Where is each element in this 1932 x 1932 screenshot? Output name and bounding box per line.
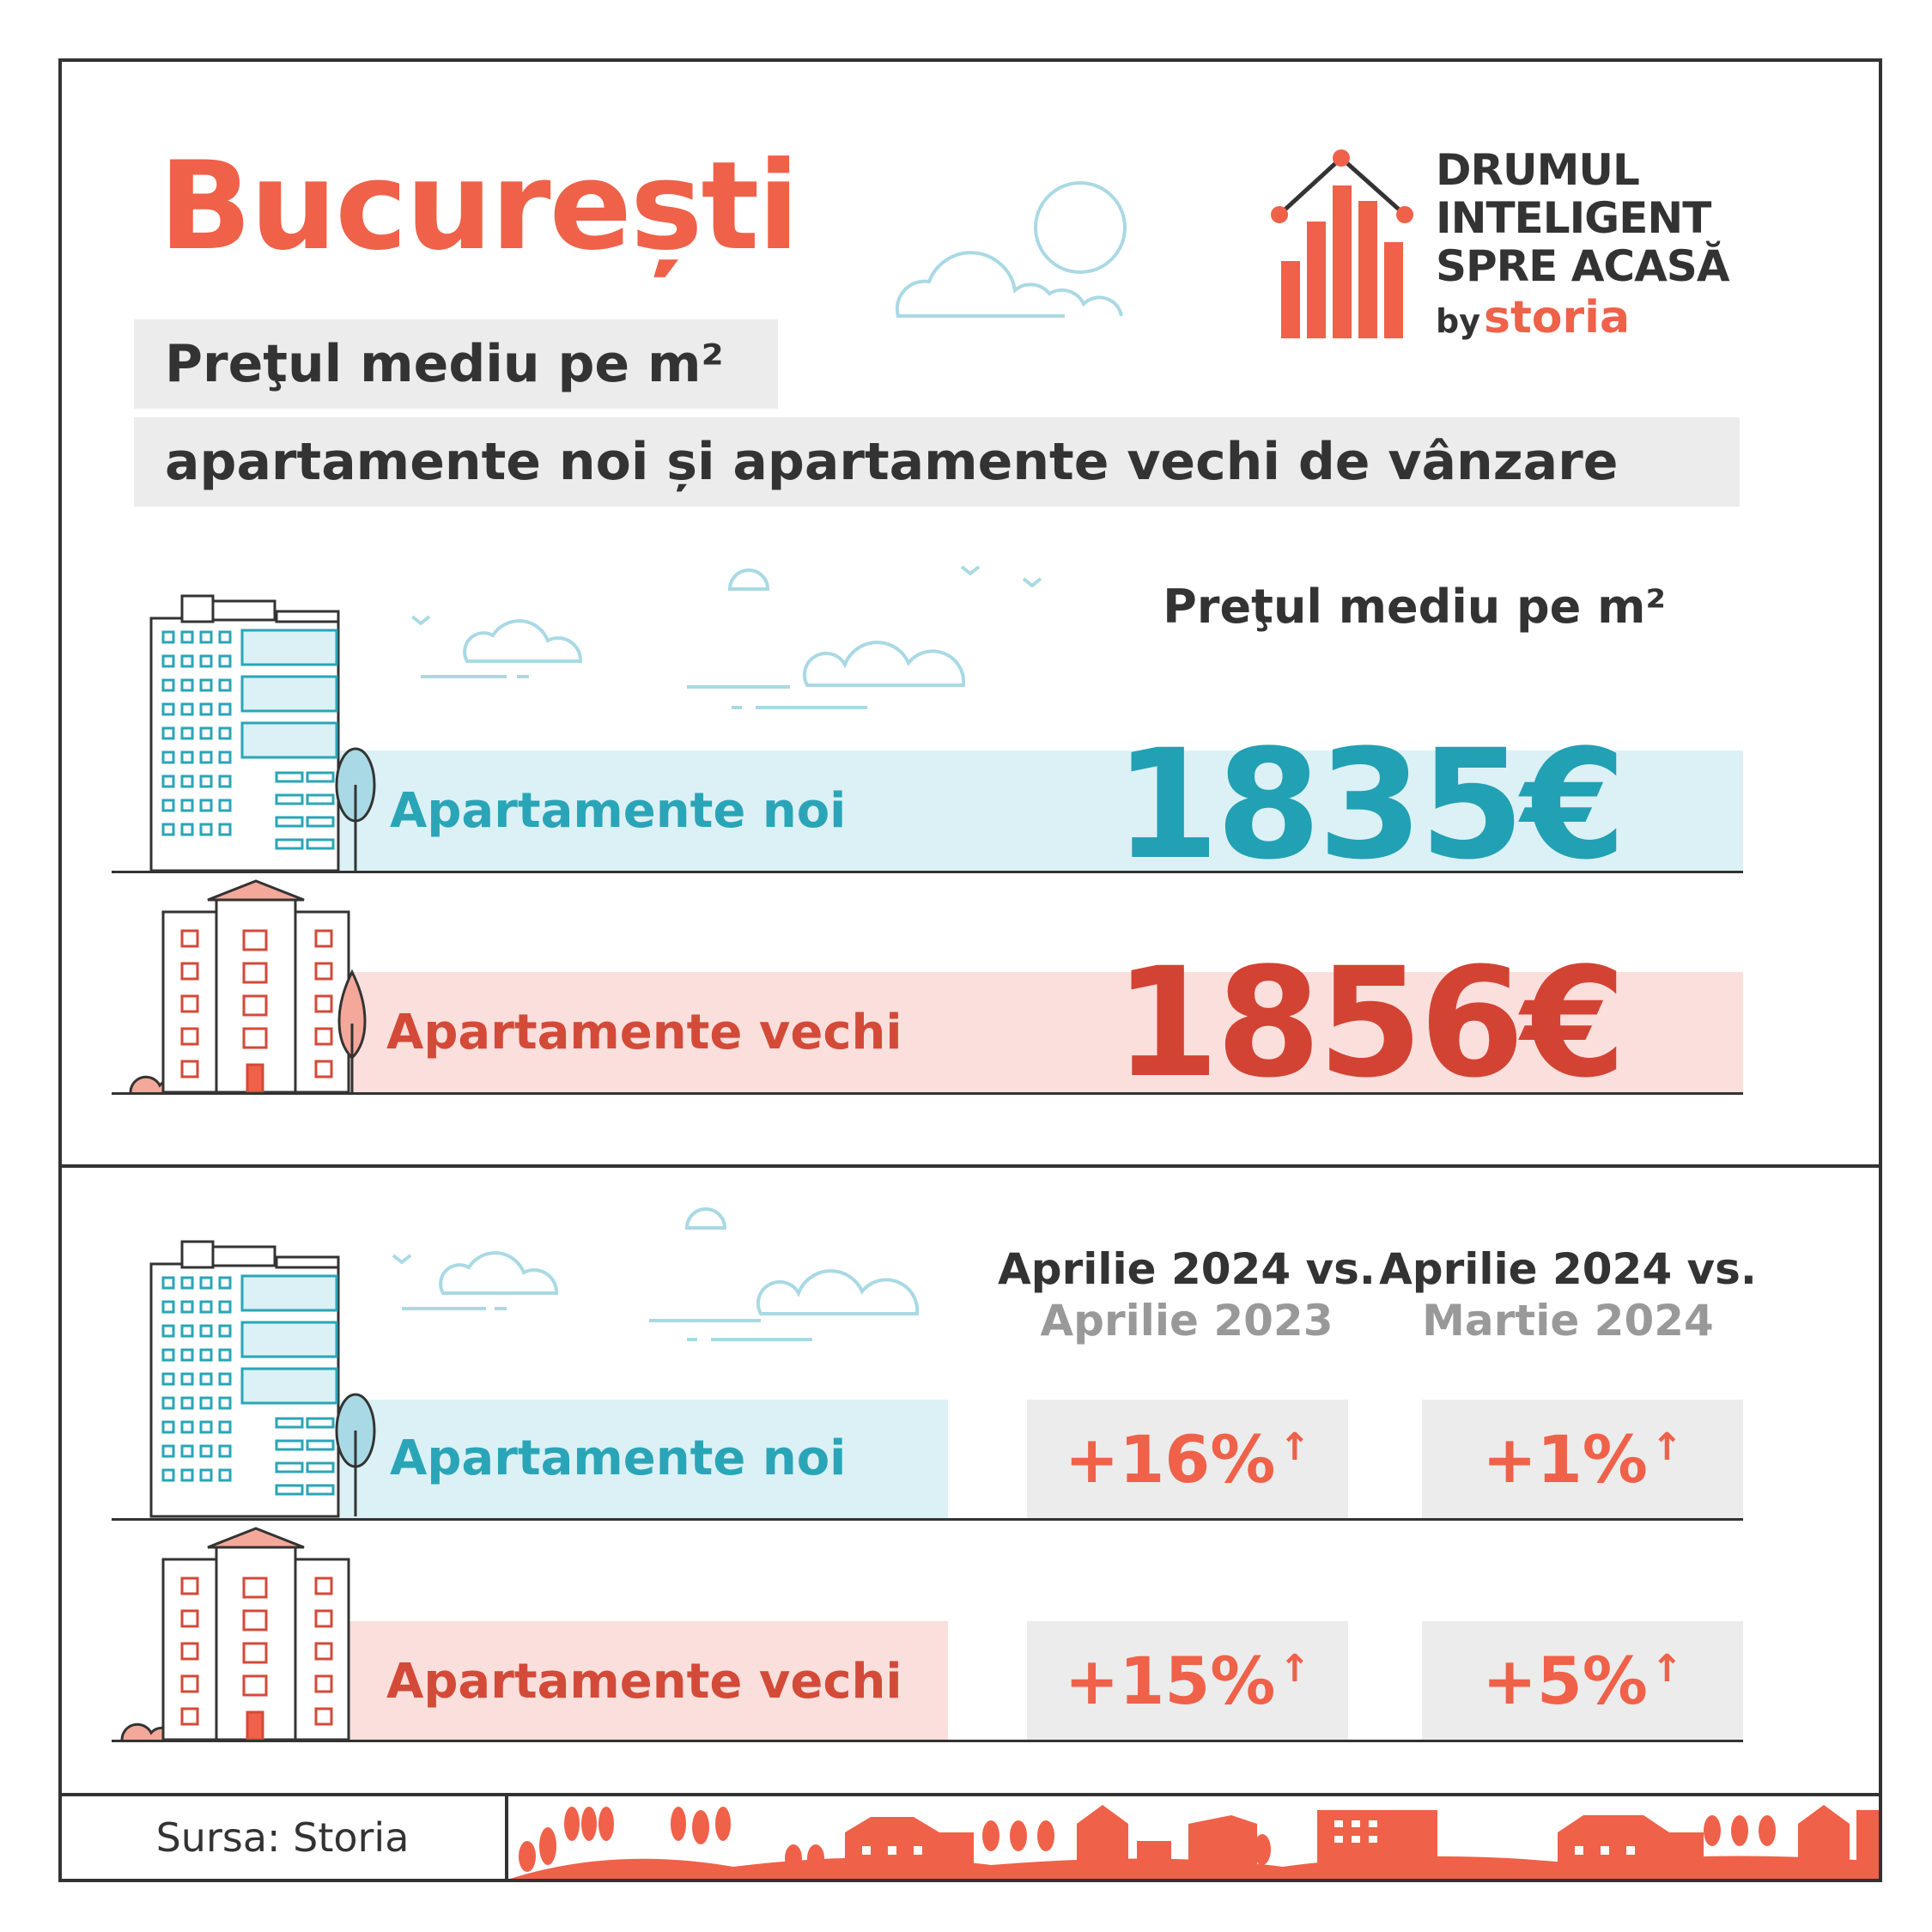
city-skyline-decoration bbox=[510, 1805, 1879, 1879]
price-row-old-band bbox=[340, 972, 1743, 1092]
section-divider bbox=[58, 1164, 1882, 1168]
change-old-mom-value: +5% bbox=[1482, 1643, 1648, 1719]
infographic-frame bbox=[58, 58, 1882, 1882]
column-header-mom: Aprilie 2024 vs. Martie 2024 bbox=[1379, 1243, 1757, 1346]
change-old-yoy: +15%↑ bbox=[1027, 1621, 1348, 1741]
column-header-yoy-line1: Aprilie 2024 vs. bbox=[998, 1244, 1376, 1294]
change-old-yoy-value: +15% bbox=[1064, 1643, 1276, 1719]
logo-by: by bbox=[1436, 302, 1480, 340]
old-building-icon bbox=[129, 879, 367, 1094]
subtitle-tag-2: apartamente noi și apartamente vechi de … bbox=[134, 417, 1740, 507]
sky-decoration bbox=[392, 1207, 920, 1341]
price-row-new-label: Apartamente noi bbox=[390, 783, 847, 839]
logo-brand: storia bbox=[1484, 292, 1631, 343]
arrow-up-icon: ↑ bbox=[1650, 1647, 1683, 1691]
arrow-up-icon: ↑ bbox=[1279, 1425, 1311, 1469]
arrow-up-icon: ↑ bbox=[1279, 1647, 1311, 1691]
divider-line bbox=[112, 1518, 1743, 1521]
page-title: București bbox=[159, 136, 799, 277]
new-building-icon bbox=[149, 594, 376, 872]
change-new-yoy-value: +16% bbox=[1064, 1421, 1276, 1498]
change-row-new-yoy-box: +16%↑ bbox=[1027, 1400, 1348, 1520]
logo-line-1: DRUMUL bbox=[1436, 145, 1640, 195]
logo-line-3: SPRE ACASĂ bbox=[1436, 241, 1730, 291]
logo-wordmark: DRUMUL INTELIGENT SPRE ACASĂ bbox=[1436, 145, 1730, 291]
sky-decoration bbox=[412, 565, 1042, 709]
column-header-yoy: Aprilie 2024 vs. Aprilie 2023 bbox=[998, 1243, 1376, 1346]
divider-line bbox=[112, 871, 1743, 873]
change-row-new-mom-box: +1%↑ bbox=[1422, 1400, 1743, 1520]
change-row-old-yoy-box: +15%↑ bbox=[1027, 1621, 1348, 1741]
change-row-old-label: Apartamente vechi bbox=[386, 1654, 902, 1710]
new-building-icon bbox=[149, 1240, 376, 1518]
clouds-decoration bbox=[895, 181, 1127, 318]
arrow-up-icon: ↑ bbox=[1650, 1425, 1683, 1469]
footer-divider bbox=[58, 1793, 1882, 1796]
column-header-yoy-line2: Aprilie 2023 bbox=[1040, 1296, 1334, 1346]
divider-line bbox=[112, 1740, 1743, 1742]
old-building-icon bbox=[120, 1527, 350, 1741]
change-row-new-band bbox=[340, 1400, 948, 1520]
price-row-old-value: 1856€ bbox=[1114, 935, 1626, 1111]
change-new-mom-value: +1% bbox=[1482, 1421, 1648, 1498]
divider-line bbox=[112, 1092, 1743, 1095]
change-row-new-label: Apartamente noi bbox=[390, 1431, 847, 1486]
subtitle-tag-1: Preţul mediu pe m² bbox=[134, 319, 778, 409]
price-row-new-value: 1835€ bbox=[1114, 717, 1626, 893]
change-old-mom: +5%↑ bbox=[1422, 1621, 1743, 1741]
change-row-old-mom-box: +5%↑ bbox=[1422, 1621, 1743, 1741]
price-header: Preţul mediu pe m² bbox=[1163, 580, 1666, 634]
price-row-new-band bbox=[340, 750, 1743, 871]
storia-logo-icon bbox=[1271, 149, 1413, 338]
column-header-mom-line1: Aprilie 2024 vs. bbox=[1379, 1244, 1757, 1294]
subtitle-line-2: apartamente noi și apartamente vechi de … bbox=[165, 432, 1619, 492]
change-new-yoy: +16%↑ bbox=[1027, 1400, 1348, 1520]
change-new-mom: +1%↑ bbox=[1422, 1400, 1743, 1520]
column-header-mom-line2: Martie 2024 bbox=[1422, 1296, 1714, 1346]
source-note: Sursa: Storia bbox=[155, 1814, 410, 1861]
footer-vertical-divider bbox=[505, 1793, 508, 1882]
price-row-old-label: Apartamente vechi bbox=[386, 1005, 902, 1060]
logo-line-2: INTELIGENT bbox=[1436, 193, 1711, 243]
change-row-old-band bbox=[340, 1621, 948, 1741]
subtitle-line-1: Preţul mediu pe m² bbox=[165, 334, 724, 394]
